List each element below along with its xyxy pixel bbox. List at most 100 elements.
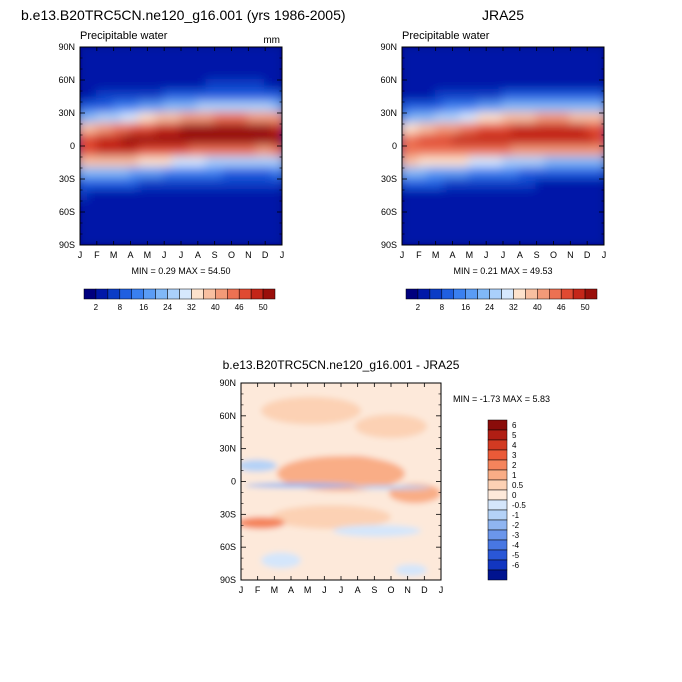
y-tick-label: 30S [59, 174, 75, 184]
panel-obs: JRA25 Precipitable water J F M A M J J A S O N D J90… [380, 7, 606, 312]
colorbar-swatch [429, 288, 443, 300]
colorbar-label: 16 [139, 303, 148, 312]
x-tick-label: J [280, 250, 285, 260]
panel-obs-colorbar: 2 8 16 24 32 40 46 50 [405, 288, 598, 312]
colorbar-swatch [477, 288, 490, 300]
y-tick-label: 0 [70, 141, 75, 151]
y-tick-label: 60N [219, 411, 236, 421]
colorbar-swatch [487, 539, 508, 551]
y-tick-label: 60S [381, 207, 397, 217]
colorbar-swatch [487, 439, 508, 451]
y-tick-label: 30N [380, 108, 397, 118]
colorbar-label: -3 [512, 531, 520, 540]
x-tick-label: N [567, 250, 574, 260]
colorbar-swatch [487, 549, 508, 561]
x-tick-label: S [212, 250, 218, 260]
panel-obs-variable: Precipitable water [402, 30, 490, 42]
panel-model-title: b.e13.B20TRC5CN.ne120_g16.001 (yrs 1986-… [21, 7, 346, 23]
colorbar-swatch [549, 288, 562, 300]
y-tick-label: 90N [58, 42, 75, 52]
colorbar-label: -2 [512, 521, 520, 530]
x-tick-label: M [304, 585, 312, 595]
colorbar-label: 2 [416, 303, 421, 312]
panel-model-colorbar: 2 8 16 24 32 40 46 50 [83, 288, 276, 312]
x-tick-label: J [239, 585, 244, 595]
colorbar-swatch [487, 559, 508, 571]
x-tick-label: J [78, 250, 83, 260]
colorbar-swatch [489, 288, 502, 300]
colorbar-swatch [537, 288, 550, 300]
x-tick-label: A [517, 250, 523, 260]
colorbar-label: 24 [163, 303, 172, 312]
colorbar-swatch [95, 288, 109, 300]
x-tick-label: D [421, 585, 428, 595]
x-tick-label: N [245, 250, 252, 260]
colorbar-label: 46 [235, 303, 244, 312]
x-tick-label: M [432, 250, 440, 260]
colorbar-swatch [417, 288, 431, 300]
y-tick-label: 30S [220, 509, 236, 519]
y-tick-label: 90N [380, 42, 397, 52]
colorbar-swatch [441, 288, 454, 300]
colorbar-swatch [131, 288, 144, 300]
y-tick-label: 30N [58, 108, 75, 118]
colorbar-label: 6 [512, 421, 517, 430]
x-tick-label: S [534, 250, 540, 260]
colorbar-swatch [487, 459, 508, 471]
x-tick-label: J [484, 250, 489, 260]
x-tick-label: J [179, 250, 184, 260]
colorbar-swatch [487, 529, 508, 541]
colorbar-swatch [487, 489, 508, 501]
x-tick-label: D [584, 250, 591, 260]
colorbar-swatch [167, 288, 180, 300]
panel-obs-minmax: MIN = 0.21 MAX = 49.53 [453, 266, 552, 276]
colorbar-swatch [155, 288, 168, 300]
colorbar-label: 5 [512, 431, 517, 440]
colorbar-swatch [525, 288, 538, 300]
colorbar-swatch [487, 509, 508, 521]
x-tick-label: D [262, 250, 269, 260]
x-tick-label: F [255, 585, 261, 595]
colorbar-swatch [487, 499, 508, 511]
colorbar-label: 4 [512, 441, 517, 450]
colorbar-swatch [513, 288, 526, 300]
colorbar-label: 8 [440, 303, 445, 312]
colorbar-swatch [227, 288, 240, 300]
colorbar-swatch [250, 288, 264, 300]
colorbar-swatch [143, 288, 156, 300]
colorbar-swatch [262, 288, 276, 300]
colorbar-swatch [191, 288, 204, 300]
x-tick-label: O [228, 250, 235, 260]
colorbar-label: 0 [512, 491, 517, 500]
colorbar-swatch [465, 288, 478, 300]
y-tick-label: 30S [381, 174, 397, 184]
colorbar-swatch [203, 288, 216, 300]
panel-model: b.e13.B20TRC5CN.ne120_g16.001 (yrs 1986-… [21, 7, 346, 312]
colorbar-label: 40 [211, 303, 220, 312]
colorbar-swatch [107, 288, 121, 300]
x-tick-label: A [195, 250, 201, 260]
colorbar-swatch [487, 569, 508, 581]
y-tick-label: 60S [220, 542, 236, 552]
x-tick-label: F [416, 250, 422, 260]
colorbar-swatch [487, 469, 508, 481]
x-tick-label: A [288, 585, 294, 595]
x-tick-label: J [162, 250, 167, 260]
panel-model-variable: Precipitable water [80, 30, 168, 42]
panel-diff-title: b.e13.B20TRC5CN.ne120_g16.001 - JRA25 [223, 358, 460, 372]
panel-diff: b.e13.B20TRC5CN.ne120_g16.001 - JRA25 J F… [219, 358, 550, 595]
colorbar-swatch [179, 288, 192, 300]
y-tick-label: 60S [59, 207, 75, 217]
colorbar-swatch [560, 288, 574, 300]
panel-diff-field [241, 383, 441, 580]
colorbar-swatch [487, 429, 508, 441]
colorbar-label: 46 [557, 303, 566, 312]
colorbar-swatch [501, 288, 514, 300]
x-tick-label: F [94, 250, 100, 260]
y-tick-label: 60N [58, 75, 75, 85]
colorbar-swatch [487, 479, 508, 491]
y-tick-label: 0 [231, 477, 236, 487]
colorbar-swatch [119, 288, 132, 300]
panel-model-field [80, 47, 282, 245]
